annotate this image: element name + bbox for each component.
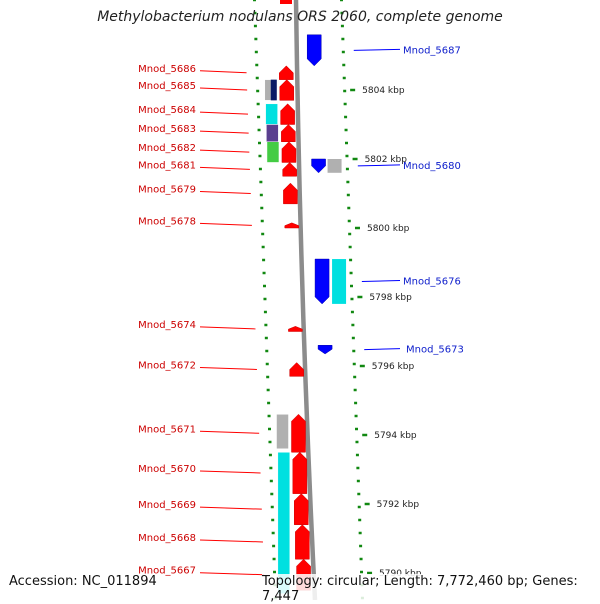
gene-arrow-Mnod_5678 — [284, 222, 300, 229]
reverse-genes — [306, 34, 401, 355]
gene-arrow-Mnod_5682 — [281, 141, 297, 163]
gene-label-Mnod_5679: Mnod_5679 — [138, 185, 196, 196]
gene-label-Mnod_5683: Mnod_5683 — [138, 124, 196, 135]
scale-label: 5796 kbp — [372, 362, 415, 372]
map-footer: Accession: NC_011894 Topology: circular;… — [0, 574, 600, 604]
gene-arrow-Mnod_5674 — [288, 326, 303, 332]
gene-label-line — [199, 166, 250, 170]
scale-label: 5802 kbp — [365, 155, 408, 165]
gene-label-line — [364, 348, 401, 351]
accession-text: Accession: NC_011894 — [9, 574, 157, 589]
gene-label-line — [199, 191, 251, 194]
gene-arrow-Mnod_5679 — [283, 182, 298, 205]
scale-label: 5804 kbp — [362, 86, 405, 96]
gene-label-line — [199, 326, 256, 330]
cog-box-green — [266, 141, 280, 163]
gene-arrow-Mnod_5670 — [292, 451, 308, 494]
gene-label-Mnod_5687: Mnod_5687 — [403, 45, 461, 56]
gene-label-Mnod_5684: Mnod_5684 — [138, 105, 196, 116]
gene-label-line — [199, 572, 265, 576]
gene-arrow-Mnod_5686 — [279, 65, 294, 80]
gene-arrow-partial-top — [280, 0, 292, 4]
left-tick-column — [253, 0, 277, 600]
gene-arrow-Mnod_5683 — [281, 124, 296, 142]
gene-label-Mnod_5678: Mnod_5678 — [138, 216, 196, 227]
gene-label-Mnod_5686: Mnod_5686 — [138, 64, 196, 75]
gene-label-line — [199, 506, 262, 510]
gene-label-line — [199, 149, 250, 153]
gene-label-line — [199, 539, 263, 543]
topology-text: Topology: circular; Length: 7,772,460 bp… — [262, 574, 600, 604]
right-tick-column — [340, 0, 364, 600]
gene-label-line — [199, 70, 247, 74]
gene-label-Mnod_5674: Mnod_5674 — [138, 320, 196, 331]
gene-label-Mnod_5671: Mnod_5671 — [138, 424, 196, 435]
gene-label-Mnod_5681: Mnod_5681 — [138, 160, 196, 171]
cog-box-grey — [276, 414, 289, 450]
gene-arrow-Mnod_5687 — [306, 34, 322, 67]
gene-arrow-Mnod_5681 — [282, 162, 297, 177]
gene-label-line — [353, 48, 401, 51]
gene-arrow-Mnod_5668 — [295, 524, 310, 560]
map-title: Methylobacterium nodulans ORS 2060, comp… — [97, 9, 503, 25]
gene-arrow-Mnod_5684 — [280, 103, 295, 125]
gene-label-Mnod_5682: Mnod_5682 — [138, 143, 196, 154]
cog-box-purple — [266, 124, 279, 142]
forward-genes — [199, 65, 311, 591]
gene-label-Mnod_5669: Mnod_5669 — [138, 500, 196, 511]
gene-label-Mnod_5680: Mnod_5680 — [403, 161, 461, 172]
gene-label-Mnod_5667: Mnod_5667 — [138, 566, 196, 577]
gene-label-line — [361, 279, 401, 282]
gene-arrow-Mnod_5673 — [317, 345, 333, 355]
gene-label-line — [199, 222, 252, 226]
gene-label-line — [199, 470, 261, 474]
cog-box-cyan-long — [277, 452, 291, 594]
gene-label-line — [199, 366, 257, 370]
gene-arrow-Mnod_5685 — [279, 79, 295, 101]
gene-label-Mnod_5685: Mnod_5685 — [138, 81, 196, 92]
scale-label: 5800 kbp — [367, 224, 410, 234]
gene-label-line — [199, 130, 249, 134]
gene-arrow-Mnod_5680 — [311, 158, 326, 174]
cog-box-grey — [327, 159, 342, 173]
cog-box-navy — [270, 79, 277, 101]
gene-label-line — [199, 111, 249, 115]
scale-label: 5792 kbp — [377, 500, 420, 510]
gene-label-Mnod_5668: Mnod_5668 — [138, 533, 196, 544]
gene-arrow-Mnod_5671 — [291, 413, 306, 453]
gene-label-line — [199, 87, 248, 91]
gene-label-Mnod_5672: Mnod_5672 — [138, 360, 196, 371]
cog-box-cyan — [332, 259, 347, 304]
gene-arrow-Mnod_5669 — [294, 493, 309, 525]
gene-label-line — [357, 164, 401, 167]
scale-label: 5798 kbp — [369, 293, 412, 303]
scale-label: 5794 kbp — [374, 431, 417, 441]
gene-arrow-Mnod_5672 — [289, 362, 304, 377]
genome-backbone — [293, 0, 318, 601]
gene-label-Mnod_5676: Mnod_5676 — [403, 276, 461, 287]
cog-box-cyan — [265, 103, 278, 125]
gene-label-Mnod_5670: Mnod_5670 — [138, 464, 196, 475]
gene-label-line — [199, 430, 260, 434]
gene-label-Mnod_5673: Mnod_5673 — [406, 345, 464, 356]
gene-arrow-Mnod_5676 — [314, 258, 330, 305]
